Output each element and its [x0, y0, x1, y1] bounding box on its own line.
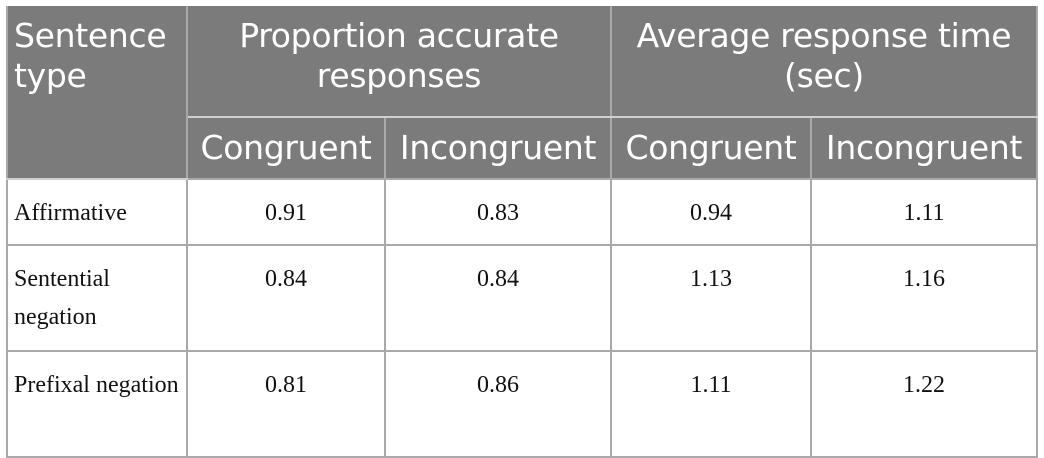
cell-rt-congruent: 1.11: [610, 350, 812, 458]
cell-acc-incongruent: 0.86: [384, 350, 612, 458]
cell-acc-congruent: 0.81: [186, 350, 386, 458]
accuracy-group-header: Proportion accurate responses: [186, 6, 612, 118]
cell-acc-incongruent: 0.84: [384, 244, 612, 352]
row-label-affirmative: Affirmative: [6, 178, 188, 246]
cell-rt-incongruent: 1.16: [810, 244, 1038, 352]
accuracy-congruent-header: Congruent: [186, 116, 386, 179]
cell-acc-incongruent: 0.83: [384, 178, 612, 246]
table-row: Affirmative 0.91 0.83 0.94 1.11: [6, 178, 1038, 246]
table-header: Sentence type Proportion accurate respon…: [6, 6, 1038, 180]
cell-rt-congruent: 1.13: [610, 244, 812, 352]
rt-congruent-header: Congruent: [610, 116, 812, 179]
table-row: Sentential negation 0.84 0.84 1.13 1.16: [6, 244, 1038, 352]
header-row-conditions: Congruent Incongruent Congruent Incongru…: [7, 116, 1038, 179]
cell-rt-incongruent: 1.11: [810, 178, 1038, 246]
cell-rt-incongruent: 1.22: [810, 350, 1038, 458]
row-label-sentential-negation: Sentential negation: [6, 244, 188, 352]
results-table: Sentence type Proportion accurate respon…: [6, 6, 1038, 458]
cell-rt-congruent: 0.94: [610, 178, 812, 246]
accuracy-incongruent-header: Incongruent: [384, 116, 612, 179]
cell-acc-congruent: 0.91: [186, 178, 386, 246]
table-row: Prefixal negation 0.81 0.86 1.11 1.22: [6, 350, 1038, 458]
response-time-group-header: Average response time (sec): [610, 6, 1038, 118]
row-label-prefixal-negation: Prefixal negation: [6, 350, 188, 458]
cell-acc-congruent: 0.84: [186, 244, 386, 352]
sentence-type-header: Sentence type: [6, 6, 188, 180]
header-row-groups: Sentence type Proportion accurate respon…: [6, 6, 1038, 180]
table-body: Affirmative 0.91 0.83 0.94 1.11 Sententi…: [6, 178, 1038, 458]
rt-incongruent-header: Incongruent: [810, 116, 1038, 179]
